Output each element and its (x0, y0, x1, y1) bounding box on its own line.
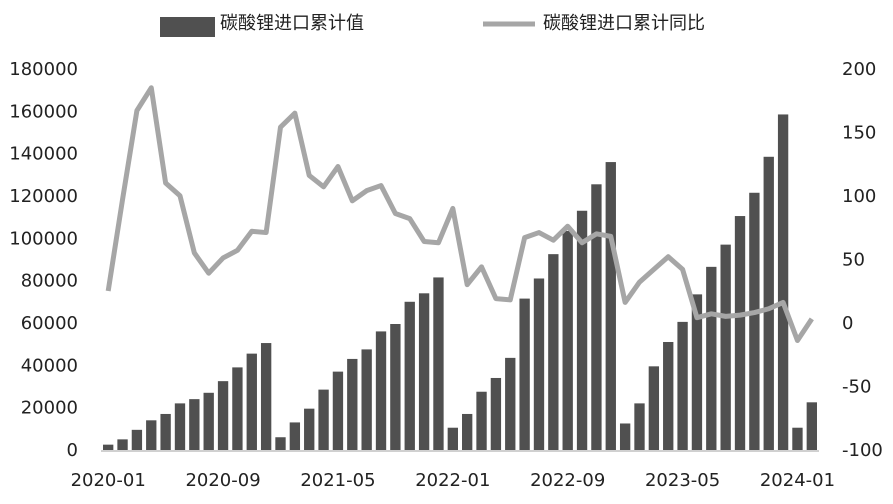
x-tick-label: 2022-09 (530, 470, 605, 491)
bar (763, 156, 774, 452)
bar (289, 422, 301, 451)
bar (404, 301, 415, 451)
x-tick-label: 2020-09 (185, 470, 260, 491)
y2-tick-label: 150 (842, 123, 876, 144)
bar (749, 192, 760, 451)
bar (562, 230, 573, 451)
bar (677, 321, 688, 451)
y-tick-label: 80000 (21, 271, 78, 292)
bar (462, 413, 473, 451)
x-tick-label: 2020-01 (71, 470, 146, 491)
bar (117, 439, 128, 451)
bar (792, 427, 803, 451)
bar (131, 429, 143, 451)
bar (418, 293, 430, 451)
bar (591, 184, 602, 452)
bar (548, 254, 559, 451)
y-tick-label: 140000 (9, 144, 78, 165)
bar (103, 444, 114, 451)
x-tick-label: 2022-01 (415, 470, 490, 491)
bar (246, 353, 257, 451)
y2-tick-label: 0 (842, 313, 853, 334)
y-tick-label: 0 (67, 440, 78, 461)
bar (777, 114, 789, 451)
bar (576, 210, 588, 451)
bar (533, 278, 545, 451)
bar (619, 423, 631, 451)
y2-tick-label: 200 (842, 59, 876, 80)
bar (146, 420, 157, 451)
y-tick-label: 180000 (9, 59, 78, 80)
bar (217, 381, 229, 451)
bar (332, 371, 344, 451)
bar (490, 377, 502, 451)
bar (519, 298, 530, 451)
bar (634, 403, 645, 451)
y-tick-label: 100000 (9, 228, 78, 249)
bar (160, 413, 171, 451)
bar (189, 399, 200, 451)
bar (691, 294, 703, 451)
bar (347, 358, 358, 451)
bar (648, 366, 660, 451)
y2-tick-label: 50 (842, 250, 865, 271)
x-tick-label: 2021-05 (300, 470, 375, 491)
bar (361, 349, 372, 451)
bar (375, 331, 387, 451)
bar (433, 277, 444, 451)
bar (476, 391, 487, 451)
bar (318, 389, 329, 451)
bar (806, 402, 817, 451)
bar (304, 408, 315, 451)
x-tick-label: 2024-01 (760, 470, 835, 491)
y-tick-label: 120000 (9, 186, 78, 207)
bar (174, 403, 186, 451)
legend-swatch (160, 17, 215, 37)
bar (605, 162, 616, 451)
bar (203, 392, 214, 451)
y-tick-label: 20000 (21, 398, 78, 419)
y2-tick-label: -100 (842, 440, 883, 461)
bar (390, 324, 401, 451)
x-tick-label: 2023-05 (645, 470, 720, 491)
y-tick-label: 160000 (9, 101, 78, 122)
y2-tick-label: -50 (842, 377, 871, 398)
y-tick-label: 40000 (21, 355, 78, 376)
bar (260, 343, 272, 451)
bar (663, 341, 674, 451)
bar (275, 437, 286, 451)
bar (706, 266, 717, 451)
legend-label: 碳酸锂进口累计值 (220, 13, 364, 34)
bar (505, 357, 516, 451)
y-tick-label: 60000 (21, 313, 78, 334)
bar (232, 367, 243, 451)
legend-label: 碳酸锂进口累计同比 (543, 13, 705, 34)
bar (734, 216, 746, 451)
line (105, 85, 814, 344)
bar (447, 427, 458, 451)
bar (720, 244, 731, 451)
y2-tick-label: 100 (842, 186, 876, 207)
